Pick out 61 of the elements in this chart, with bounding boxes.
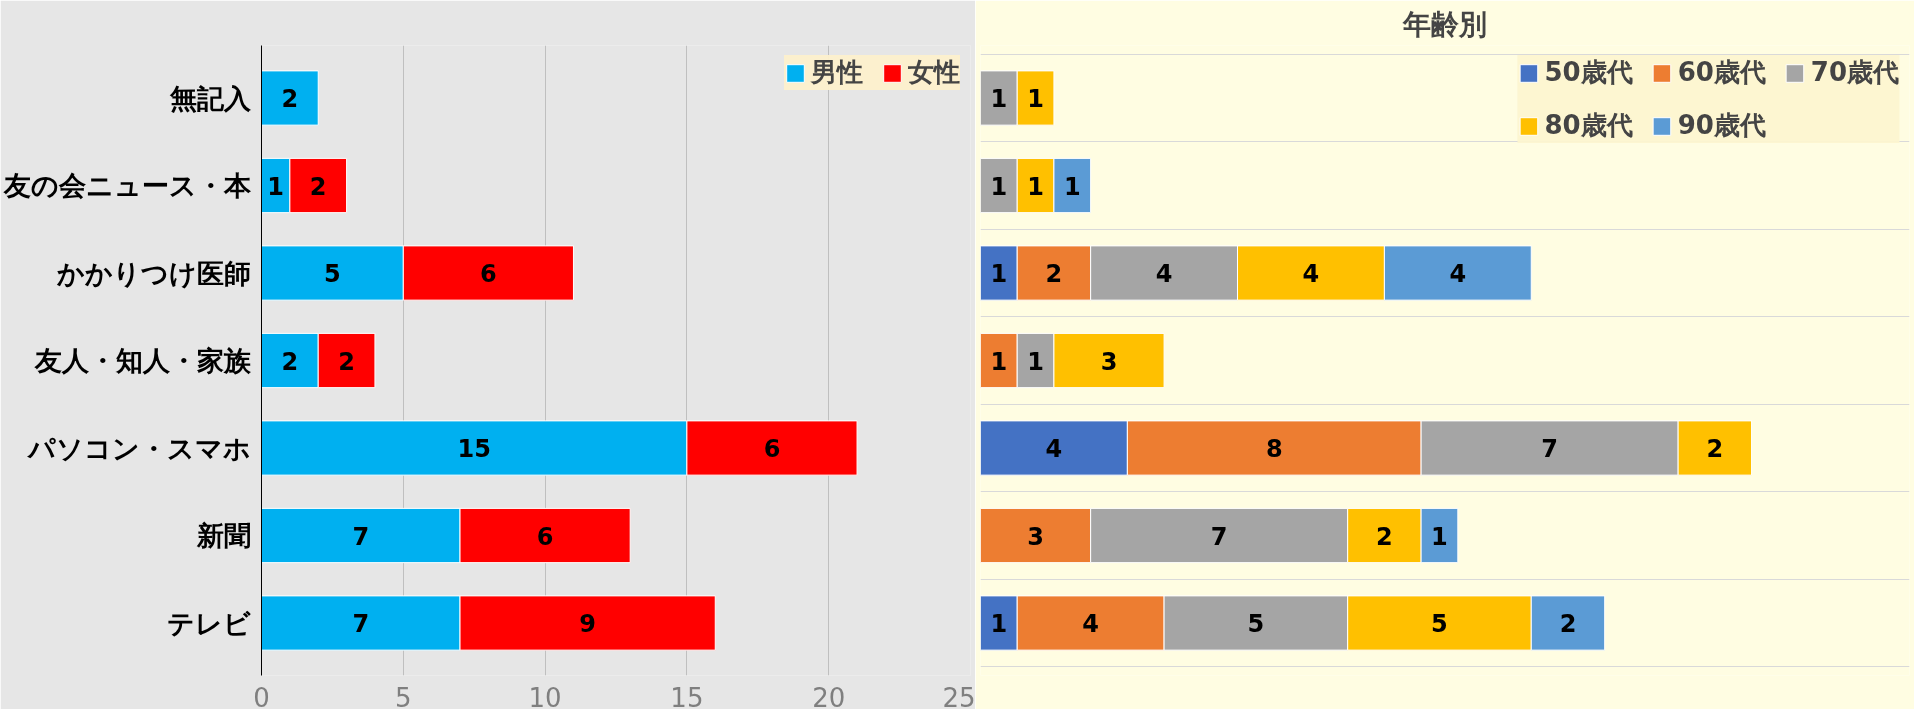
data-label: 2	[1045, 260, 1063, 288]
data-label: 1	[1027, 172, 1044, 201]
x-tick-label: 25	[942, 682, 976, 709]
data-label: 2	[1376, 522, 1393, 551]
data-label: 2	[281, 347, 299, 376]
data-label: 4	[1449, 260, 1467, 288]
data-label: 1	[1063, 172, 1081, 201]
x-tick-label: 20	[812, 682, 846, 709]
data-label: 6	[536, 522, 554, 551]
data-label: 1	[990, 610, 1008, 638]
x-tick-label: 15	[670, 682, 704, 709]
data-label: 8	[1265, 435, 1283, 463]
y-tick-label: 友人・知人・家族	[33, 345, 252, 376]
legend-label: 90歳代	[1677, 109, 1766, 142]
data-label: 2	[281, 85, 299, 113]
y-tick-label: パソコン・スマホ	[25, 432, 251, 464]
data-label: 3	[1100, 347, 1118, 376]
data-label: 1	[990, 260, 1008, 288]
data-label: 7	[352, 522, 370, 551]
data-label: 4	[1082, 610, 1100, 638]
data-label: 4	[1302, 260, 1320, 288]
data-label: 7	[1210, 522, 1228, 551]
data-label: 15	[457, 435, 491, 463]
data-label: 2	[309, 172, 327, 201]
data-label: 2	[338, 347, 355, 376]
legend-label: 70歳代	[1810, 56, 1899, 89]
legend-label: 50歳代	[1544, 56, 1633, 89]
data-label: 2	[1706, 435, 1724, 463]
bar	[261, 70, 319, 126]
legend-label: 女性	[908, 56, 960, 89]
data-label: 7	[352, 610, 370, 638]
data-label: 2	[1559, 610, 1577, 638]
data-label: 6	[763, 435, 781, 463]
data-label: 5	[324, 260, 341, 288]
chart-title: 年齢別	[1402, 7, 1487, 41]
data-label: 9	[579, 610, 596, 638]
data-label: 1	[1027, 85, 1044, 113]
legend-label: 80歳代	[1544, 109, 1633, 142]
data-label: 1	[990, 85, 1008, 113]
x-tick-label: 10	[528, 682, 562, 709]
data-label: 1	[267, 172, 285, 201]
data-label: 5	[1247, 610, 1265, 638]
data-label: 5	[1431, 610, 1448, 638]
data-label: 6	[480, 260, 497, 288]
y-tick-label: テレビ	[166, 607, 251, 639]
y-tick-label: かかりつけ医師	[55, 257, 251, 289]
data-label: 7	[1541, 435, 1558, 463]
data-label: 1	[1431, 522, 1448, 551]
legend-label: 男性	[811, 56, 863, 89]
y-tick-label: 友の会ニュース・本	[2, 170, 252, 201]
x-tick-label: 5	[395, 682, 412, 709]
legend-label: 60歳代	[1677, 56, 1766, 89]
data-label: 4	[1155, 260, 1173, 288]
y-tick-label: 新聞	[195, 520, 251, 551]
data-label: 3	[1027, 522, 1044, 551]
data-label: 1	[1027, 347, 1044, 376]
data-label: 1	[990, 172, 1008, 201]
data-label: 1	[990, 347, 1008, 376]
x-tick-label: 0	[253, 682, 270, 709]
data-label: 4	[1045, 435, 1063, 463]
y-tick-label: 無記入	[168, 82, 252, 114]
